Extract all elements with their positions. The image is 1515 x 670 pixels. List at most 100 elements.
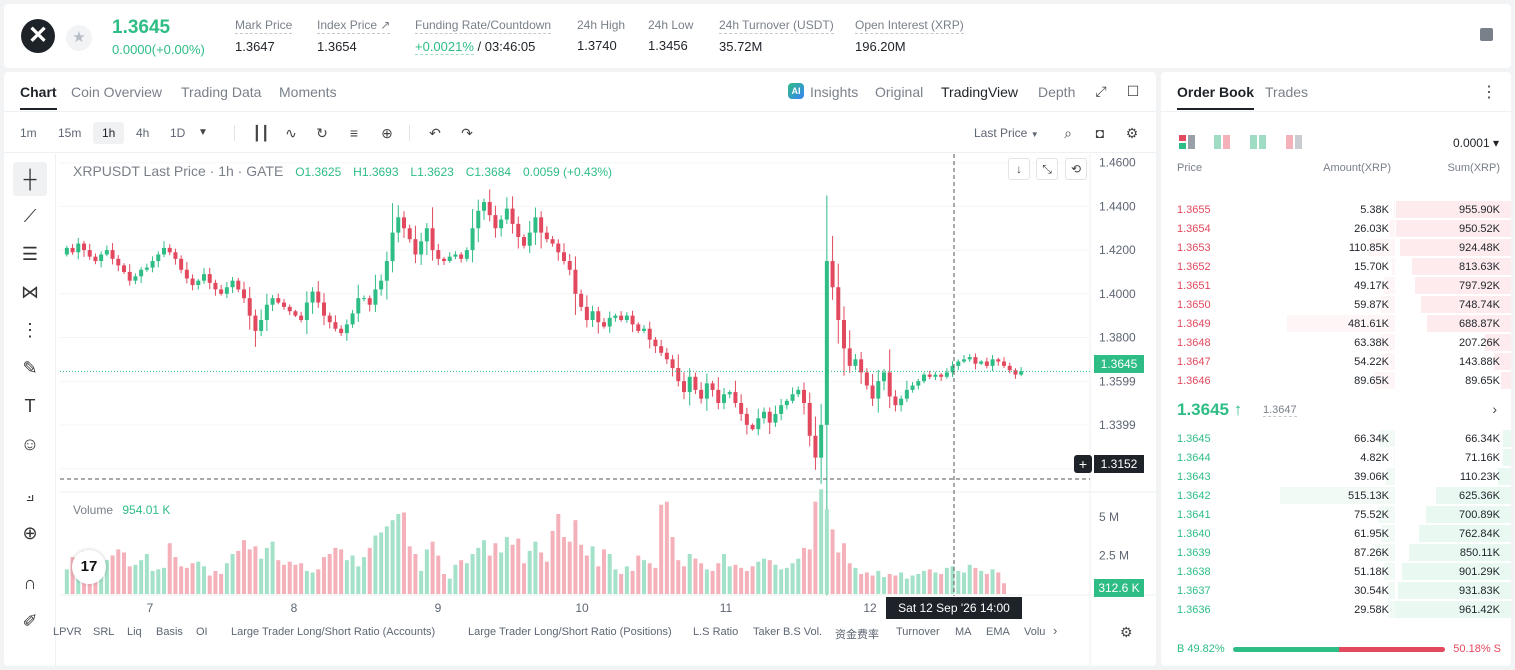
replay-icon[interactable]: ↻ (316, 125, 328, 141)
bid-row[interactable]: 1.3638 51.18K 901.29K (1161, 562, 1511, 581)
stat-open-interest[interactable]: Open Interest (XRP) 196.20M (855, 18, 964, 54)
mode-asks-icon[interactable] (1286, 135, 1302, 149)
emoji-icon[interactable]: ☺ (20, 434, 40, 454)
book-icon[interactable] (1480, 28, 1493, 41)
bid-row[interactable]: 1.3637 30.54K 931.83K (1161, 581, 1511, 600)
tab-order-book[interactable]: Order Book (1177, 84, 1255, 110)
indicator-funding-rate[interactable]: 资金费率 (835, 629, 879, 641)
pattern-icon[interactable]: ⋈ (21, 282, 39, 302)
bid-row[interactable]: 1.3644 4.82K 71.16K (1161, 448, 1511, 467)
price-type-select[interactable]: Last Price ▼ (974, 126, 1039, 140)
magnet-icon[interactable]: ∩ (23, 573, 37, 593)
mode-bids-icon[interactable] (1250, 135, 1266, 149)
ruler-icon[interactable]: ⟓ (25, 485, 35, 505)
indicator-volume[interactable]: Volu (1024, 626, 1046, 638)
tab-coin-overview[interactable]: Coin Overview (71, 84, 163, 100)
fib-icon[interactable]: ⋮ (21, 320, 39, 340)
indicator-ls-positions[interactable]: Large Trader Long/Short Ratio (Positions… (468, 626, 672, 638)
timeframe-4h[interactable]: 4h (136, 126, 150, 140)
brush-icon[interactable]: ✎ (22, 358, 38, 378)
more-vertical-icon[interactable]: ⋮ (1481, 84, 1497, 101)
zoom-in-icon[interactable]: ⊕ (22, 523, 38, 543)
ask-row[interactable]: 1.3650 59.87K 748.74K (1161, 295, 1511, 314)
pencil-icon[interactable]: ✐ (22, 611, 38, 631)
stat-24h-turnover[interactable]: 24h Turnover (USDT) 35.72M (719, 18, 834, 54)
view-tradingview[interactable]: TradingView (941, 84, 1019, 100)
ask-row[interactable]: 1.3649 481.61K 688.87K (1161, 314, 1511, 333)
tab-chart[interactable]: Chart (20, 84, 57, 110)
precision-select[interactable]: 0.0001 ▾ (1452, 136, 1499, 150)
search-icon[interactable]: ⌕ (1064, 125, 1072, 141)
stat-funding-rate[interactable]: Funding Rate/Countdown +0.0021% / 03:46:… (415, 18, 552, 55)
indicator-oi[interactable]: OI (196, 626, 208, 638)
stat-mark-price[interactable]: Mark Price 1.3647 (235, 18, 293, 54)
indicator-ema[interactable]: EMA (986, 626, 1010, 638)
gear-icon[interactable]: ⚙ (1125, 125, 1139, 141)
favorite-star-icon[interactable]: ★ (66, 25, 92, 51)
mode-both-icon[interactable] (1179, 135, 1195, 149)
tab-moments[interactable]: Moments (279, 84, 337, 100)
ask-row[interactable]: 1.3651 49.17K 797.92K (1161, 276, 1511, 295)
ask-row[interactable]: 1.3653 110.85K 924.48K (1161, 238, 1511, 257)
timeframe-dropdown-icon[interactable]: ▼ (198, 127, 208, 138)
view-depth[interactable]: Depth (1038, 84, 1076, 100)
bid-row[interactable]: 1.3643 39.06K 110.23K (1161, 467, 1511, 486)
refresh-icon[interactable]: ⟲ (1065, 158, 1087, 180)
bid-row[interactable]: 1.3636 29.58K 961.42K (1161, 600, 1511, 619)
trend-line-icon[interactable]: ⟋ (23, 206, 37, 226)
indicator-basis[interactable]: Basis (156, 626, 183, 638)
bid-row[interactable]: 1.3639 87.26K 850.11K (1161, 543, 1511, 562)
bid-row[interactable]: 1.3645 66.34K 66.34K (1161, 429, 1511, 448)
indicators-icon[interactable]: ∿ (285, 125, 297, 141)
plus-icon[interactable]: + (1074, 455, 1092, 473)
candle-type-icon[interactable]: ┃┃ (252, 125, 270, 141)
indicator-srl[interactable]: SRL (93, 626, 115, 638)
templates-icon[interactable]: ≡ (349, 125, 359, 141)
arrow-down-icon[interactable]: ↓ (1008, 158, 1030, 180)
undo-icon[interactable]: ↶ (429, 125, 441, 141)
add-alert-icon[interactable]: ⊕ (381, 125, 393, 141)
view-original[interactable]: Original (875, 84, 924, 100)
indicator-taker-vol[interactable]: Taker B.S Vol. (753, 626, 823, 638)
indicator-lpvr[interactable]: LPVR (53, 626, 82, 638)
timeframe-1d[interactable]: 1D (170, 126, 186, 140)
horizontal-lines-icon[interactable]: ☰ (21, 244, 39, 264)
expand-icon[interactable]: ⤢ (1095, 83, 1107, 99)
ask-row[interactable]: 1.3654 26.03K 950.52K (1161, 219, 1511, 238)
timeframe-1h[interactable]: 1h (93, 122, 125, 144)
timeframe-15m[interactable]: 15m (58, 126, 82, 140)
ask-row[interactable]: 1.3646 89.65K 89.65K (1161, 371, 1511, 390)
ask-row[interactable]: 1.3652 15.70K 813.63K (1161, 257, 1511, 276)
window-icon[interactable]: ☐ (1126, 83, 1140, 99)
crosshair-icon[interactable]: ┼ (13, 162, 47, 196)
bid-row[interactable]: 1.3641 75.52K 700.89K (1161, 505, 1511, 524)
indicator-ma[interactable]: MA (955, 626, 972, 638)
chevron-right-icon[interactable]: › (1053, 623, 1058, 638)
ask-row[interactable]: 1.3647 54.22K 143.88K (1161, 352, 1511, 371)
ask-row[interactable]: 1.3655 5.38K 955.90K (1161, 200, 1511, 219)
volume-bar (356, 566, 361, 594)
indicator-ls-ratio[interactable]: L.S Ratio (693, 626, 739, 638)
mode-split-icon[interactable] (1214, 135, 1230, 149)
indicator-liq[interactable]: Liq (127, 626, 142, 638)
tab-trades[interactable]: Trades (1265, 84, 1309, 100)
indicator-ls-accounts[interactable]: Large Trader Long/Short Ratio (Accounts) (231, 626, 436, 638)
xrp-logo-icon[interactable]: ✕ (21, 19, 55, 53)
ask-sum: 748.74K (1459, 299, 1500, 311)
camera-icon[interactable]: ◘ (1095, 125, 1105, 141)
text-icon[interactable]: T (24, 396, 36, 416)
ask-row[interactable]: 1.3648 63.38K 207.26K (1161, 333, 1511, 352)
redo-icon[interactable]: ↷ (461, 125, 473, 141)
chart-plot-area[interactable]: 1.4600 1.4400 1.4200 1.4000 1.3800 1.3599 1.33… (53, 154, 1156, 666)
bid-row[interactable]: 1.3640 61.95K 762.84K (1161, 524, 1511, 543)
view-insights[interactable]: Insights (810, 84, 859, 100)
collapse-icon[interactable]: ⤡ (1036, 158, 1058, 180)
stat-index-price[interactable]: Index Price ↗ 1.3654 (317, 18, 391, 54)
bid-row[interactable]: 1.3642 515.13K 625.36K (1161, 486, 1511, 505)
scale-settings-icon[interactable]: ⚙ (1120, 624, 1133, 640)
indicator-turnover[interactable]: Turnover (896, 626, 940, 638)
chevron-right-icon[interactable]: › (1492, 401, 1497, 417)
tab-trading-data[interactable]: Trading Data (181, 84, 262, 100)
tradingview-logo[interactable]: 17 (72, 550, 106, 584)
timeframe-1m[interactable]: 1m (20, 126, 37, 140)
